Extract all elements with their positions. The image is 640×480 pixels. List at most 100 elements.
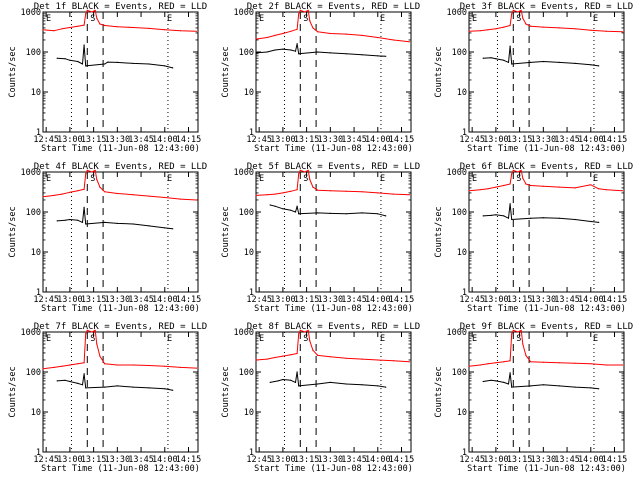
events-point [598, 221, 600, 223]
y-tick-label: 1 [462, 128, 467, 138]
events-point [282, 48, 284, 50]
x-tick-label: 12:45 [246, 295, 272, 305]
lld-point [530, 184, 532, 187]
lld-point [606, 30, 608, 32]
lld-point [329, 356, 331, 358]
x-tick-label: 14:15 [389, 455, 415, 465]
x-tick-label: 13:15 [507, 135, 533, 145]
events-point [507, 61, 510, 64]
events-point [81, 384, 84, 386]
lld-point [312, 27, 314, 29]
y-axis-label: Counts/sec [221, 366, 231, 417]
lld-point [180, 198, 182, 200]
lld-point [503, 26, 505, 28]
y-tick-label: 1000 [447, 8, 467, 18]
lld-point [503, 361, 505, 363]
y-tick-label: 1 [462, 288, 467, 298]
x-tick-label: 12:45 [33, 295, 59, 305]
lld-point [296, 352, 298, 355]
y-tick-label: 1000 [21, 8, 41, 18]
lld-point [299, 329, 301, 331]
x-tick-label: 13:00 [483, 295, 509, 305]
x-tick-label: 13:30 [105, 135, 131, 145]
events-point [345, 53, 347, 55]
x-tick-label: 14:15 [176, 455, 202, 465]
plot-frame [468, 11, 625, 133]
y-tick-label: 10 [244, 88, 254, 98]
lld-point [86, 9, 88, 11]
lld-point [479, 364, 481, 366]
events-point [266, 51, 268, 53]
events-point [329, 212, 331, 214]
events-point [317, 51, 319, 53]
lld-point [86, 169, 88, 171]
events-point [132, 386, 134, 388]
events-point [482, 380, 484, 383]
lld-point [361, 34, 363, 37]
events-point [85, 387, 87, 389]
panel-title: Det 3f BLACK = Events, RED = LLD [460, 2, 633, 12]
lld-point [91, 331, 93, 333]
x-tick-label: 14:00 [152, 295, 178, 305]
lld-point [83, 362, 85, 364]
y-axis-label: Counts/sec [221, 46, 231, 97]
x-axis-label: Start Time (11-Jun-08 12:43:00) [41, 304, 200, 314]
events-point [132, 62, 134, 64]
x-tick-label: 13:45 [128, 295, 154, 305]
x-tick-label: 13:00 [270, 135, 296, 145]
events-point [116, 385, 118, 387]
lld-point [329, 32, 331, 35]
y-tick-label: 1000 [447, 168, 467, 178]
lld-point [307, 9, 309, 11]
lld-point [274, 34, 276, 37]
y-tick-label: 100 [239, 368, 254, 378]
y-axis-label: Counts/sec [434, 366, 444, 417]
lld-point [317, 31, 319, 33]
events-point [530, 217, 532, 219]
lld-point [148, 364, 150, 367]
events-point [509, 203, 511, 205]
lld-point [393, 39, 395, 41]
end-marker-label: E [46, 14, 51, 24]
y-tick-label: 10 [31, 88, 41, 98]
lld-point [522, 17, 524, 19]
lld-point [99, 355, 101, 357]
lld-point [509, 360, 511, 362]
y-tick-label: 100 [239, 48, 254, 58]
lld-point [309, 20, 311, 22]
lld-point [530, 361, 532, 363]
lld-point [525, 354, 527, 356]
start-marker-label: S [90, 174, 95, 184]
lld-point [304, 331, 306, 333]
panel-9: Det 9f BLACK = Events, RED = LLD 1 10 100 10… [434, 322, 633, 474]
events-point [164, 388, 166, 390]
x-tick-label: 14:15 [176, 295, 202, 305]
events-point [277, 380, 279, 382]
events-point [282, 378, 284, 381]
events-point [290, 379, 292, 381]
events-point [85, 223, 87, 225]
lld-point [91, 11, 93, 13]
lld-point [99, 23, 101, 25]
lld-point [282, 355, 284, 357]
start-marker-label: S [303, 174, 308, 184]
events-point [558, 61, 560, 64]
lld-point [266, 358, 268, 360]
x-tick-label: 13:45 [554, 135, 580, 145]
lld-point [517, 11, 519, 13]
events-point [503, 381, 505, 383]
plot-frame [255, 11, 412, 133]
lld-point [312, 186, 314, 188]
lld-point [574, 187, 576, 189]
lld-point [621, 364, 624, 366]
x-axis-label: Start Time (11-Jun-08 12:43:00) [254, 144, 413, 154]
panel-1: Det 1f BLACK = Events, RED = LLD 1 10 100 10… [8, 2, 207, 154]
events-point [598, 388, 600, 390]
events-point [503, 59, 505, 61]
events-point [69, 59, 71, 61]
events-point [495, 380, 497, 382]
events-point [507, 383, 510, 385]
lld-point [104, 363, 106, 365]
events-point [298, 53, 300, 55]
